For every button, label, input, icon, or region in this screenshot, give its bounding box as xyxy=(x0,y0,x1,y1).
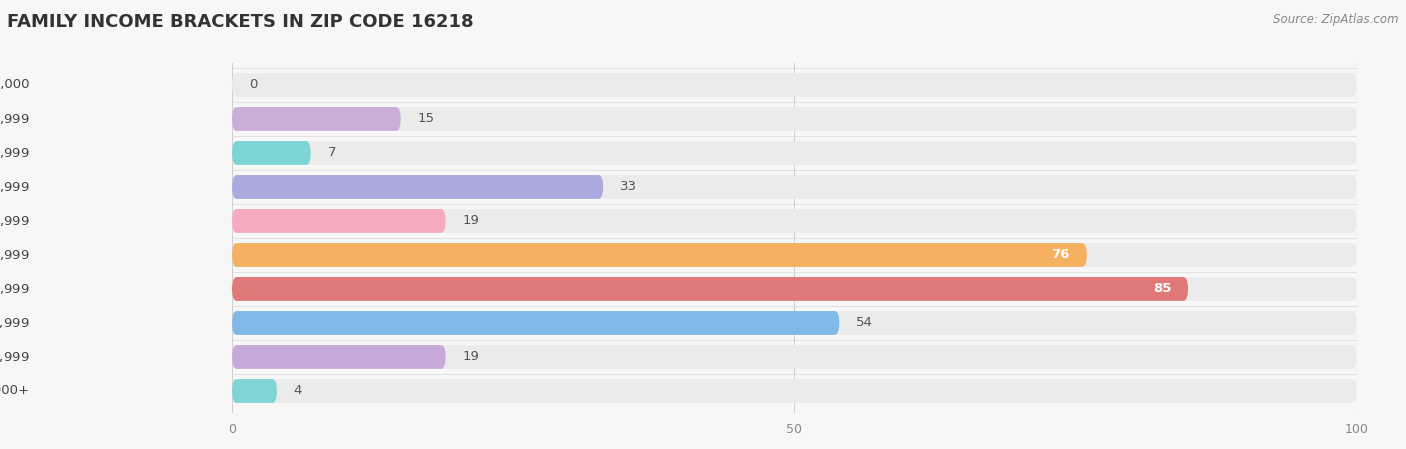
Text: Less than $10,000: Less than $10,000 xyxy=(0,79,30,92)
FancyBboxPatch shape xyxy=(232,209,1357,233)
Text: $100,000 to $149,999: $100,000 to $149,999 xyxy=(0,316,30,330)
FancyBboxPatch shape xyxy=(232,379,277,403)
FancyBboxPatch shape xyxy=(232,175,603,199)
Text: 19: 19 xyxy=(463,215,479,228)
FancyBboxPatch shape xyxy=(232,345,446,369)
FancyBboxPatch shape xyxy=(232,311,839,335)
FancyBboxPatch shape xyxy=(232,175,1357,199)
Text: 0: 0 xyxy=(249,79,257,92)
FancyBboxPatch shape xyxy=(232,73,1357,97)
FancyBboxPatch shape xyxy=(232,277,1357,301)
FancyBboxPatch shape xyxy=(232,107,1357,131)
Text: $75,000 to $99,999: $75,000 to $99,999 xyxy=(0,282,30,296)
Text: 76: 76 xyxy=(1052,248,1070,261)
Text: 54: 54 xyxy=(856,317,873,330)
Text: $25,000 to $34,999: $25,000 to $34,999 xyxy=(0,180,30,194)
Text: Source: ZipAtlas.com: Source: ZipAtlas.com xyxy=(1274,13,1399,26)
FancyBboxPatch shape xyxy=(232,311,1357,335)
Text: $15,000 to $24,999: $15,000 to $24,999 xyxy=(0,146,30,160)
FancyBboxPatch shape xyxy=(232,277,1188,301)
FancyBboxPatch shape xyxy=(232,379,1357,403)
Text: 19: 19 xyxy=(463,351,479,364)
Text: $10,000 to $14,999: $10,000 to $14,999 xyxy=(0,112,30,126)
FancyBboxPatch shape xyxy=(232,345,1357,369)
Text: $35,000 to $49,999: $35,000 to $49,999 xyxy=(0,214,30,228)
FancyBboxPatch shape xyxy=(232,243,1357,267)
FancyBboxPatch shape xyxy=(232,141,1357,165)
Text: 15: 15 xyxy=(418,112,434,125)
FancyBboxPatch shape xyxy=(232,107,401,131)
Text: FAMILY INCOME BRACKETS IN ZIP CODE 16218: FAMILY INCOME BRACKETS IN ZIP CODE 16218 xyxy=(7,13,474,31)
FancyBboxPatch shape xyxy=(232,209,446,233)
Text: 7: 7 xyxy=(328,146,336,159)
Text: 33: 33 xyxy=(620,180,637,194)
Text: $200,000+: $200,000+ xyxy=(0,384,30,397)
Text: 4: 4 xyxy=(294,384,302,397)
Text: $50,000 to $74,999: $50,000 to $74,999 xyxy=(0,248,30,262)
Text: $150,000 to $199,999: $150,000 to $199,999 xyxy=(0,350,30,364)
FancyBboxPatch shape xyxy=(232,141,311,165)
FancyBboxPatch shape xyxy=(232,243,1087,267)
Text: 85: 85 xyxy=(1153,282,1171,295)
